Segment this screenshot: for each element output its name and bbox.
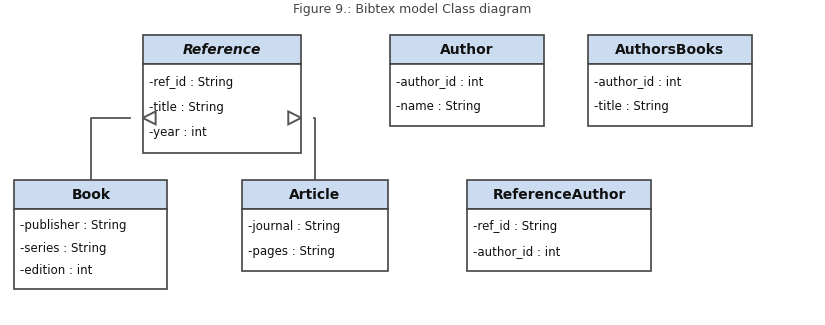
- Text: AuthorsBooks: AuthorsBooks: [615, 43, 724, 57]
- Text: Author: Author: [440, 43, 493, 57]
- Bar: [242, 180, 389, 209]
- Text: -title : String: -title : String: [148, 101, 224, 114]
- Bar: [143, 64, 301, 153]
- Text: Reference: Reference: [183, 43, 262, 57]
- Bar: [588, 35, 752, 64]
- Text: -title : String: -title : String: [594, 100, 669, 113]
- Bar: [242, 209, 389, 271]
- Text: -author_id : int: -author_id : int: [474, 245, 561, 258]
- Bar: [390, 35, 544, 64]
- Text: -journal : String: -journal : String: [248, 220, 340, 233]
- Text: Article: Article: [290, 188, 341, 202]
- Text: -pages : String: -pages : String: [248, 245, 335, 258]
- Text: -ref_id : String: -ref_id : String: [148, 76, 233, 89]
- Text: -edition : int: -edition : int: [20, 265, 92, 278]
- Text: ReferenceAuthor: ReferenceAuthor: [493, 188, 625, 202]
- Text: Book: Book: [71, 188, 111, 202]
- Bar: [14, 209, 167, 289]
- Text: -publisher : String: -publisher : String: [20, 219, 126, 232]
- Bar: [588, 64, 752, 126]
- Text: -year : int: -year : int: [148, 126, 206, 139]
- Text: -ref_id : String: -ref_id : String: [474, 220, 558, 233]
- Text: -author_id : int: -author_id : int: [396, 75, 483, 88]
- Bar: [390, 64, 544, 126]
- Bar: [14, 180, 167, 209]
- Bar: [143, 35, 301, 64]
- Bar: [468, 180, 651, 209]
- Text: -author_id : int: -author_id : int: [594, 75, 681, 88]
- Text: -series : String: -series : String: [20, 241, 106, 254]
- Text: Figure 9.: Bibtex model Class diagram: Figure 9.: Bibtex model Class diagram: [294, 3, 531, 16]
- Bar: [468, 209, 651, 271]
- Text: -name : String: -name : String: [396, 100, 481, 113]
